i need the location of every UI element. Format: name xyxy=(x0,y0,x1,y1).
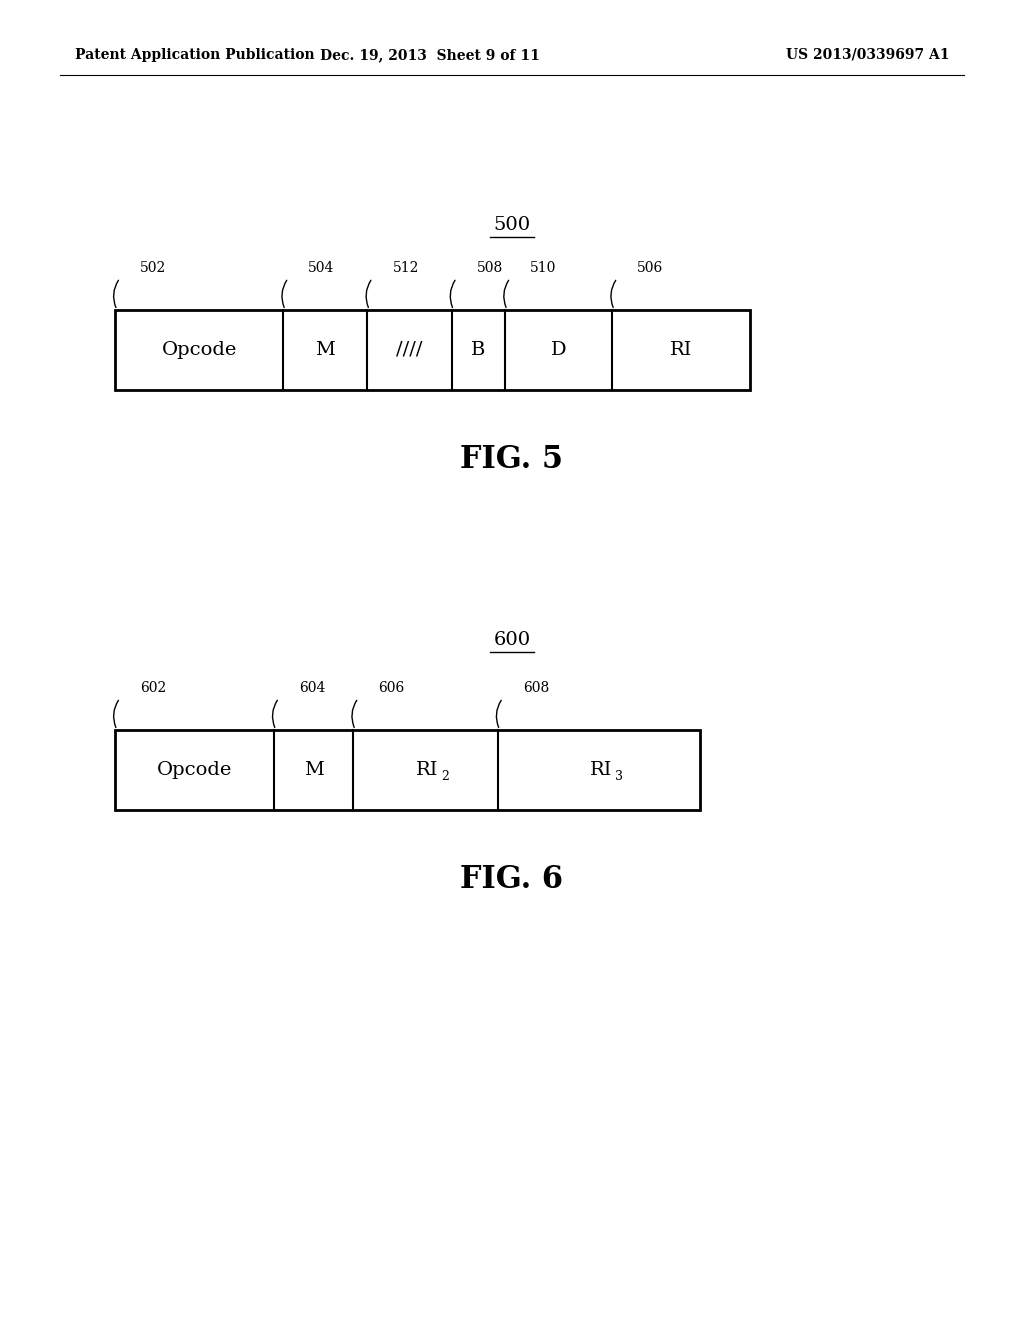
Text: Opcode: Opcode xyxy=(162,341,237,359)
Text: 510: 510 xyxy=(530,261,557,275)
Text: Patent Application Publication: Patent Application Publication xyxy=(75,48,314,62)
Text: 602: 602 xyxy=(140,681,166,696)
Text: Dec. 19, 2013  Sheet 9 of 11: Dec. 19, 2013 Sheet 9 of 11 xyxy=(321,48,540,62)
Text: M: M xyxy=(315,341,335,359)
Text: ////: //// xyxy=(396,341,423,359)
Text: B: B xyxy=(471,341,485,359)
Text: Opcode: Opcode xyxy=(157,762,232,779)
Bar xyxy=(115,310,750,389)
Text: RI: RI xyxy=(417,762,438,779)
Text: 606: 606 xyxy=(378,681,404,696)
Text: 3: 3 xyxy=(614,771,623,784)
Text: 512: 512 xyxy=(392,261,419,275)
Text: US 2013/0339697 A1: US 2013/0339697 A1 xyxy=(786,48,950,62)
Text: RI: RI xyxy=(670,341,692,359)
Text: 502: 502 xyxy=(140,261,166,275)
Text: 604: 604 xyxy=(299,681,326,696)
Text: 508: 508 xyxy=(476,261,503,275)
Text: 504: 504 xyxy=(308,261,335,275)
Text: 506: 506 xyxy=(637,261,664,275)
Text: RI: RI xyxy=(590,762,612,779)
Text: FIG. 6: FIG. 6 xyxy=(461,865,563,895)
Text: 608: 608 xyxy=(523,681,549,696)
Text: FIG. 5: FIG. 5 xyxy=(461,445,563,475)
Text: 600: 600 xyxy=(494,631,530,649)
Text: D: D xyxy=(551,341,566,359)
Text: 2: 2 xyxy=(441,771,450,784)
Bar xyxy=(115,730,700,810)
Text: M: M xyxy=(304,762,324,779)
Text: 500: 500 xyxy=(494,216,530,234)
